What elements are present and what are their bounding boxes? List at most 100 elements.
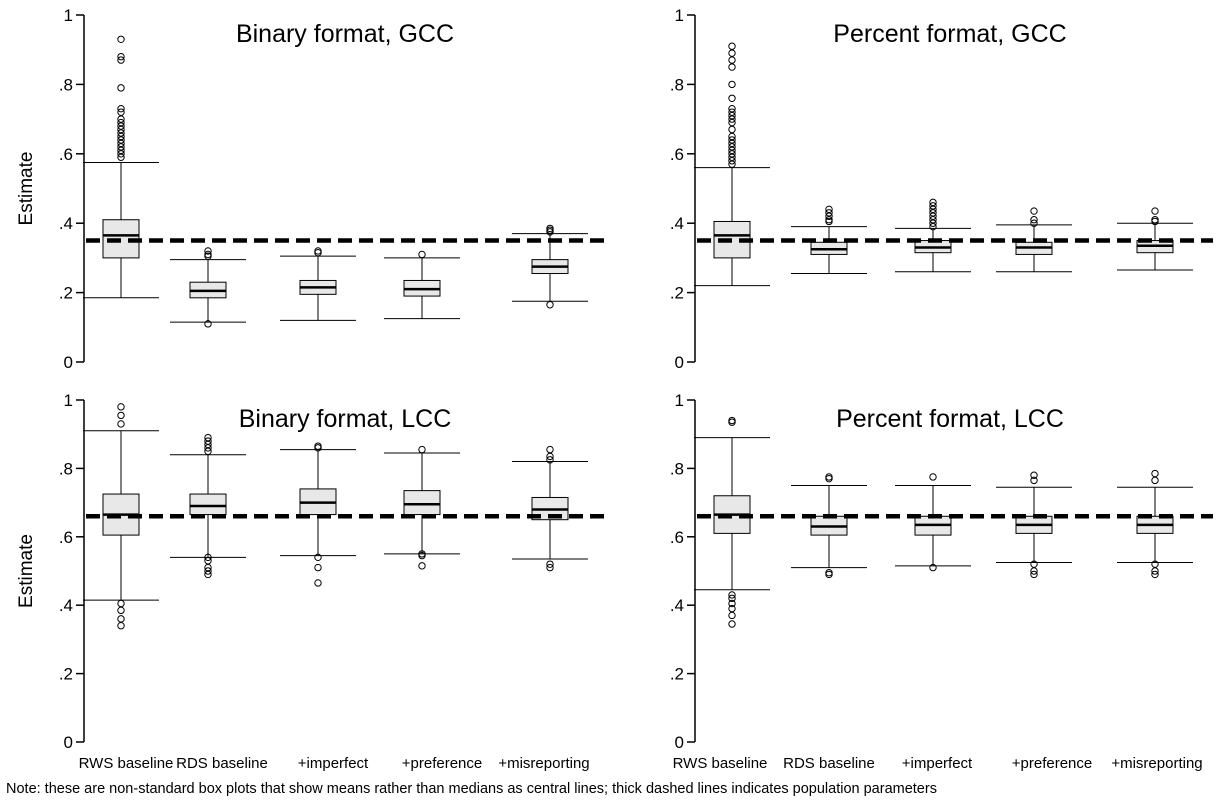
outlier-point (728, 160, 736, 168)
box-5 (512, 445, 588, 572)
x-category-label: +preference (402, 755, 482, 772)
x-category-label: +preference (1012, 755, 1092, 772)
outlier-point (117, 136, 125, 144)
y-axis-title: Estimate (16, 534, 37, 608)
outlier-point (1030, 471, 1038, 479)
outlier-point (825, 216, 833, 224)
outlier-point (204, 250, 212, 259)
box-3 (895, 198, 971, 273)
outlier-point (728, 416, 736, 425)
box-3 (280, 442, 356, 587)
box-4 (384, 250, 460, 320)
outlier-point (728, 599, 736, 608)
y-tick-label: .2 (59, 665, 73, 684)
outlier-point (117, 615, 125, 623)
outlier-point (929, 209, 937, 217)
outlier-point (728, 104, 736, 113)
outlier-point (1151, 570, 1159, 579)
outlier-point (204, 557, 212, 565)
box-5 (512, 224, 588, 309)
outlier-point (117, 104, 125, 113)
outlier-point (929, 473, 937, 481)
y-tick-label: 0 (64, 353, 73, 372)
iqr-box (189, 493, 227, 516)
outlier-point (728, 118, 736, 127)
outlier-point (117, 129, 125, 137)
box-2 (170, 247, 246, 328)
outlier-point (929, 563, 937, 572)
figure-note: Note: these are non-standard box plots t… (6, 781, 937, 797)
outlier-point (1030, 219, 1038, 227)
outlier-point (204, 247, 212, 255)
outlier-point (825, 205, 833, 214)
outlier-point (204, 437, 212, 445)
outlier-point (728, 115, 736, 123)
box-5 (1117, 469, 1193, 579)
outlier-point (314, 247, 322, 255)
outlier-point (117, 146, 125, 155)
panel-title: Binary format, LCC (239, 405, 452, 433)
y-tick-label: .2 (670, 284, 684, 303)
outlier-point (418, 550, 426, 558)
outlier-point (1030, 476, 1038, 485)
outlier-point (728, 136, 736, 144)
outlier-point (314, 442, 322, 450)
y-tick-label: .6 (59, 528, 73, 547)
outlier-point (546, 445, 554, 454)
outlier-point (117, 122, 125, 130)
outlier-point (117, 108, 125, 116)
outlier-point (929, 222, 937, 231)
outlier-point (418, 445, 426, 454)
outlier-point (117, 420, 125, 428)
outlier-point (825, 212, 833, 220)
outlier-point (728, 108, 736, 116)
y-tick-label: .6 (59, 145, 73, 164)
y-tick-label: .8 (670, 75, 684, 94)
y-tick-label: .2 (670, 665, 684, 684)
outlier-point (728, 111, 736, 120)
panel-4: 0 .2 .4 .6 .8 1 Percent format, LCC RWS baselin… (670, 391, 1213, 772)
x-category-label: +misreporting (1111, 755, 1202, 772)
outlier-point (1030, 207, 1038, 215)
outlier-point (1030, 216, 1038, 224)
box-3 (280, 247, 356, 321)
panel-3: 0 .2 .4 .6 .8 1 Estimate Binary format, LCC RWS … (16, 391, 605, 772)
outlier-point (728, 591, 736, 599)
outlier-point (117, 52, 125, 61)
outlier-point (929, 205, 937, 214)
outlier-point (728, 139, 736, 148)
panel-title: Binary format, GCC (236, 20, 454, 48)
outlier-point (728, 143, 736, 151)
y-tick-label: .2 (59, 284, 73, 303)
y-tick-label: .4 (59, 214, 73, 233)
outlier-point (117, 56, 125, 64)
box-2 (170, 433, 246, 579)
outlier-point (728, 94, 736, 102)
outlier-point (728, 80, 736, 89)
outlier-point (117, 139, 125, 148)
outlier-point (728, 611, 736, 620)
y-tick-label: 1 (64, 391, 73, 410)
outlier-point (117, 411, 125, 420)
outlier-point (728, 594, 736, 603)
y-tick-label: .8 (59, 459, 73, 478)
box-1 (694, 42, 770, 287)
outlier-point (929, 202, 937, 210)
x-category-label: +imperfect (902, 755, 973, 772)
outlier-point (728, 63, 736, 71)
outlier-point (418, 250, 426, 259)
outlier-point (1151, 560, 1159, 568)
outlier-point (204, 320, 212, 328)
outlier-point (1030, 570, 1038, 579)
outlier-point (728, 125, 736, 134)
outlier-point (825, 209, 833, 217)
outlier-point (728, 56, 736, 64)
y-tick-label: 0 (675, 733, 684, 752)
box-3 (895, 473, 971, 572)
x-category-label: +misreporting (498, 755, 589, 772)
outlier-point (117, 143, 125, 151)
y-tick-label: 0 (64, 733, 73, 752)
outlier-point (728, 42, 736, 50)
outlier-point (728, 157, 736, 165)
